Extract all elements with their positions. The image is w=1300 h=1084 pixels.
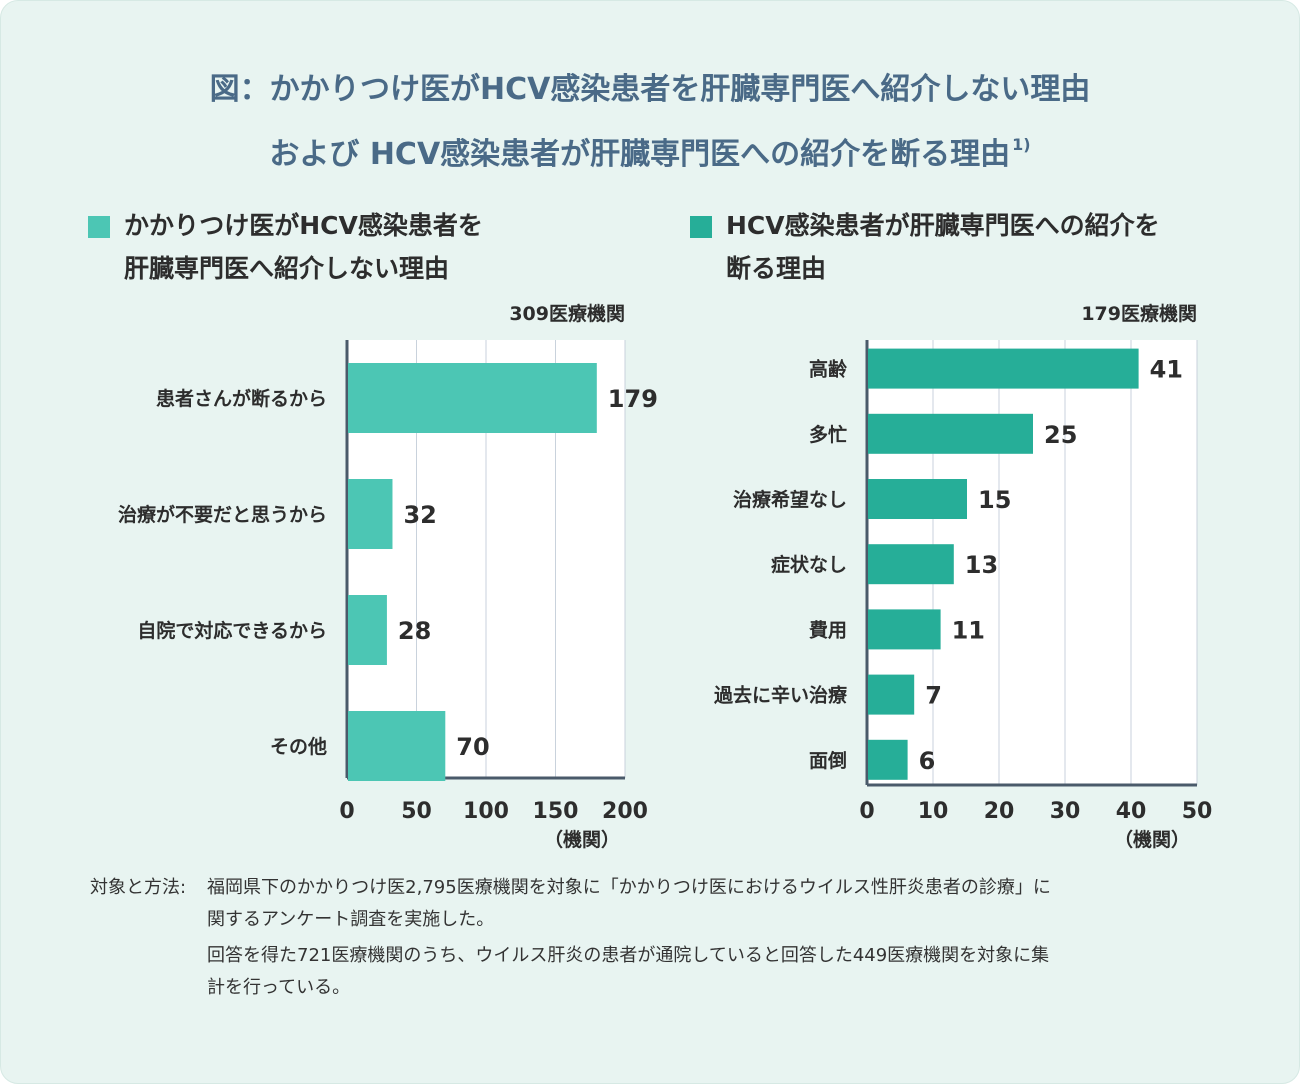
right-category-label: 面倒 [809, 749, 847, 772]
right-value-label: 7 [925, 682, 942, 710]
left-x-tick-label: 100 [463, 799, 509, 824]
right-bar [868, 739, 908, 780]
right-legend-swatch [690, 216, 712, 238]
right-bar [868, 544, 954, 585]
left-value-label: 32 [403, 501, 436, 529]
footnote-line2: 関するアンケート調査を実施した。 [207, 909, 495, 930]
left-value-label: 179 [608, 385, 658, 413]
right-bar [868, 413, 1033, 454]
left-category-label: 自院で対応できるから [137, 619, 327, 642]
figure-title-ref: 1) [1012, 135, 1031, 154]
right-x-tick-label: 40 [1116, 799, 1147, 824]
right-category-label: 過去に辛い治療 [714, 684, 848, 707]
right-value-label: 11 [952, 616, 985, 644]
right-value-label: 6 [919, 747, 936, 775]
right-category-label: 症状なし [771, 553, 847, 576]
left-legend-swatch [88, 216, 110, 238]
left-x-tick-label: 200 [602, 799, 648, 824]
left-value-label: 28 [398, 617, 431, 645]
right-value-label: 13 [965, 551, 998, 579]
right-x-tick-label: 0 [859, 799, 874, 824]
left-category-label: 患者さんが断るから [156, 387, 327, 410]
right-bar [868, 348, 1139, 389]
footnote-line4: 計を行っている。 [207, 977, 351, 998]
left-category-label: 治療が不要だと思うから [118, 503, 327, 526]
right-bar [868, 609, 941, 650]
footnote-line1: 福岡県下のかかりつけ医2,795医療機関を対象に「かかりつけ医におけるウイルス性… [207, 877, 1051, 898]
right-x-tick-label: 10 [918, 799, 949, 824]
right-x-axis-label: （機関） [1114, 828, 1190, 851]
right-bar [868, 479, 967, 519]
left-x-tick-label: 50 [401, 799, 432, 824]
right-category-label: 費用 [809, 618, 847, 641]
footnote-label: 対象と方法: [90, 877, 187, 898]
left-chart-title-line2: 肝臓専門医へ紹介しない理由 [124, 254, 450, 283]
left-x-axis-label: （機関） [544, 828, 620, 851]
left-x-tick-label: 0 [339, 799, 354, 824]
figure-title-line2-text: および HCV感染患者が肝臓専門医への紹介を断る理由 [269, 137, 1011, 172]
right-chart-title-line1: HCV感染患者が肝臓専門医への紹介を [726, 211, 1160, 240]
right-bar [868, 674, 915, 715]
right-category-label: 治療希望なし [733, 488, 847, 511]
left-x-tick-label: 150 [533, 799, 579, 824]
left-total-label: 309医療機関 [509, 302, 625, 325]
left-bar [348, 711, 446, 781]
left-bar [348, 595, 387, 665]
right-chart-title-line2: 断る理由 [726, 254, 827, 283]
left-category-label: その他 [270, 735, 327, 758]
right-x-tick-label: 20 [984, 799, 1015, 824]
figure-title-line1: 図：かかりつけ医がHCV感染患者を肝臓専門医へ紹介しない理由 [209, 72, 1091, 107]
left-bar [348, 479, 393, 549]
footnote-line3: 回答を得た721医療機関のうち、ウイルス肝炎の患者が通院していると回答した449… [207, 945, 1050, 966]
right-x-tick-label: 30 [1050, 799, 1081, 824]
right-category-label: 多忙 [809, 423, 847, 446]
right-value-label: 15 [978, 486, 1011, 514]
right-value-label: 41 [1150, 356, 1183, 384]
right-category-label: 高齢 [809, 358, 848, 381]
figure-title-line2: および HCV感染患者が肝臓専門医への紹介を断る理由 1) [0, 125, 1300, 175]
right-x-tick-label: 50 [1182, 799, 1213, 824]
left-chart-title-line1: かかりつけ医がHCV感染患者を [124, 211, 483, 240]
left-value-label: 70 [456, 733, 489, 761]
right-value-label: 25 [1044, 421, 1077, 449]
left-bar [348, 363, 597, 433]
right-total-label: 179医療機関 [1081, 302, 1197, 325]
